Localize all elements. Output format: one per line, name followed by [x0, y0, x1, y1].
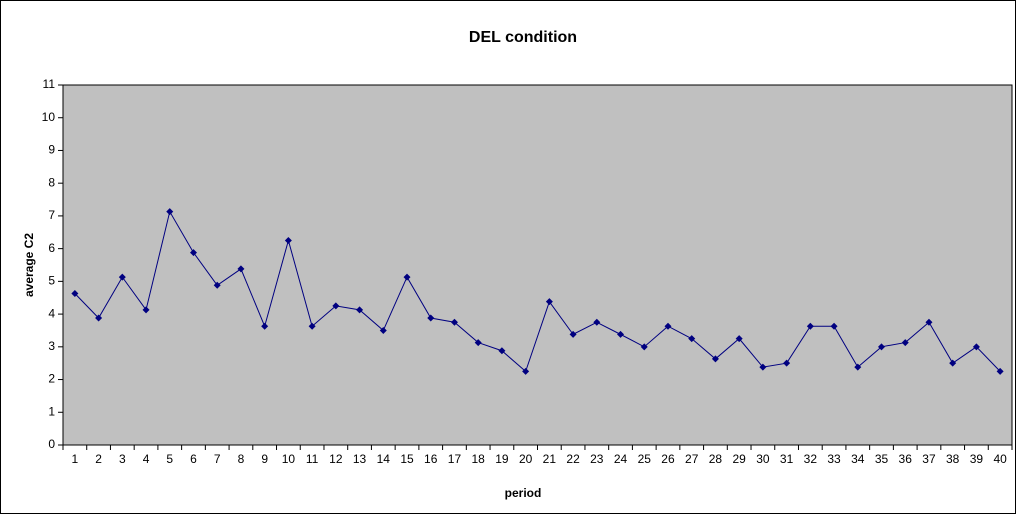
- y-tick-label: 6: [48, 241, 55, 255]
- data-point: [759, 363, 767, 371]
- x-tick-label: 26: [661, 452, 675, 466]
- x-tick-label: 36: [899, 452, 913, 466]
- data-point: [972, 343, 980, 351]
- x-tick-label: 21: [543, 452, 557, 466]
- data-point: [332, 302, 340, 310]
- y-tick-label: 10: [42, 110, 56, 124]
- x-tick-label: 23: [590, 452, 604, 466]
- x-tick-label: 20: [519, 452, 533, 466]
- data-point: [925, 318, 933, 326]
- x-tick-label: 18: [472, 452, 486, 466]
- x-tick-label: 1: [72, 452, 79, 466]
- data-point: [569, 330, 577, 338]
- x-axis-label: period: [505, 486, 542, 500]
- data-point: [996, 367, 1004, 375]
- data-point: [783, 359, 791, 367]
- y-tick-label: 11: [43, 77, 56, 91]
- x-tick-label: 8: [238, 452, 245, 466]
- x-tick-label: 14: [377, 452, 391, 466]
- x-tick-label: 7: [214, 452, 221, 466]
- x-tick-label: 13: [353, 452, 367, 466]
- x-tick-label: 28: [709, 452, 723, 466]
- data-point: [664, 322, 672, 330]
- x-tick-label: 16: [424, 452, 438, 466]
- data-point: [427, 314, 435, 322]
- x-tick-label: 15: [400, 452, 414, 466]
- series-line: [74, 210, 1001, 373]
- plot-area: [62, 84, 1013, 446]
- data-point: [403, 273, 411, 281]
- data-point: [142, 306, 150, 314]
- data-point: [854, 363, 862, 371]
- data-point: [450, 318, 458, 326]
- data-point: [189, 249, 197, 257]
- y-tick-label: 8: [48, 175, 55, 189]
- data-point: [522, 367, 530, 375]
- x-tick-label: 31: [780, 452, 794, 466]
- data-point: [166, 208, 174, 216]
- x-tick-label: 12: [329, 452, 343, 466]
- x-tick-label: 25: [638, 452, 652, 466]
- data-point: [830, 322, 838, 330]
- x-tick-label: 40: [993, 452, 1007, 466]
- x-tick-label: 39: [970, 452, 984, 466]
- data-point: [688, 335, 696, 343]
- data-point: [95, 314, 103, 322]
- data-point: [261, 322, 269, 330]
- x-tick-label: 38: [946, 452, 960, 466]
- x-tick-label: 17: [448, 452, 462, 466]
- chart-title: DEL condition: [469, 29, 577, 46]
- x-tick-label: 33: [827, 452, 841, 466]
- y-axis-label: average C2: [22, 233, 36, 297]
- x-tick-label: 34: [851, 452, 865, 466]
- data-point: [379, 326, 387, 334]
- data-point: [71, 289, 79, 297]
- y-tick-label: 0: [48, 437, 55, 451]
- data-point: [284, 236, 292, 244]
- x-tick-label: 30: [756, 452, 770, 466]
- x-tick-label: 4: [143, 452, 150, 466]
- x-tick-label: 35: [875, 452, 889, 466]
- data-point: [735, 335, 743, 343]
- data-point: [237, 265, 245, 273]
- x-tick-label: 27: [685, 452, 699, 466]
- y-tick-label: 7: [48, 208, 55, 222]
- data-point: [498, 347, 506, 355]
- y-tick-label: 3: [48, 339, 55, 353]
- data-point: [118, 273, 126, 281]
- data-point: [474, 339, 482, 347]
- data-point: [308, 322, 316, 330]
- x-tick-label: 19: [495, 452, 509, 466]
- y-tick-label: 2: [48, 372, 55, 386]
- y-tick-label: 5: [48, 274, 55, 288]
- data-point: [213, 281, 221, 289]
- x-tick-label: 29: [732, 452, 746, 466]
- x-tick-label: 9: [261, 452, 268, 466]
- data-point: [949, 359, 957, 367]
- data-point: [878, 343, 886, 351]
- data-point: [901, 339, 909, 347]
- data-point: [806, 322, 814, 330]
- x-tick-label: 5: [166, 452, 173, 466]
- x-tick-label: 24: [614, 452, 628, 466]
- x-tick-label: 11: [306, 452, 319, 466]
- y-tick-label: 1: [48, 404, 55, 418]
- x-tick-label: 10: [282, 452, 296, 466]
- x-tick-label: 37: [922, 452, 936, 466]
- x-tick-label: 3: [119, 452, 126, 466]
- data-point: [711, 355, 719, 363]
- data-point: [545, 298, 553, 306]
- x-tick-label: 22: [566, 452, 580, 466]
- x-tick-label: 32: [804, 452, 818, 466]
- data-point: [356, 306, 364, 314]
- data-point: [617, 330, 625, 338]
- x-tick-label: 6: [190, 452, 197, 466]
- y-tick-label: 9: [48, 143, 55, 157]
- x-tick-label: 2: [95, 452, 102, 466]
- y-tick-label: 4: [48, 306, 55, 320]
- data-point: [640, 343, 648, 351]
- data-point: [593, 318, 601, 326]
